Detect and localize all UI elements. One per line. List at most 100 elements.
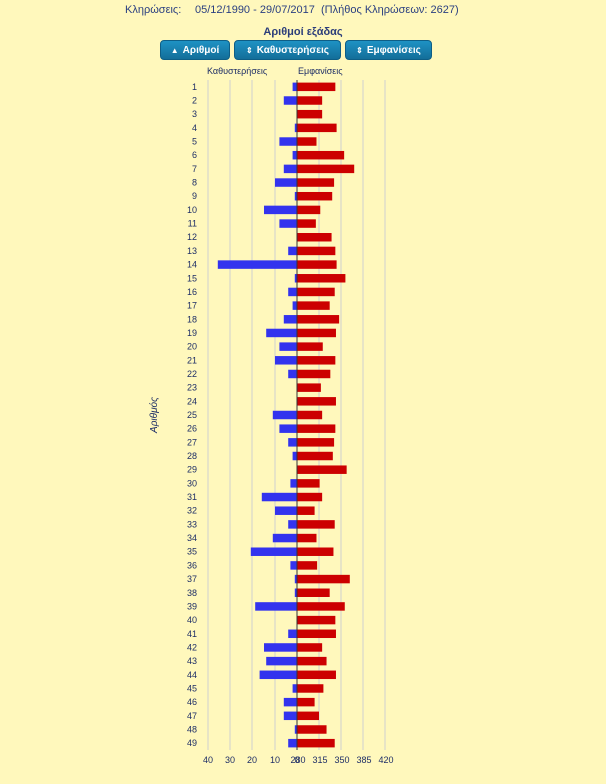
category-label: 44 (187, 670, 197, 680)
category-label: 39 (187, 601, 197, 611)
sort-numbers-label: Αριθμοί (182, 44, 220, 56)
appearance-bar (297, 301, 330, 310)
delay-bar (288, 520, 297, 529)
appearance-bar (297, 410, 323, 420)
category-label: 32 (187, 506, 197, 516)
category-label: 40 (187, 615, 197, 625)
appearance-bar (297, 150, 345, 160)
delay-bar (283, 164, 297, 174)
appearance-bar (297, 574, 350, 584)
appearance-bar (297, 260, 337, 269)
appearance-bar (297, 438, 335, 447)
sort-delays-label: Καθυστερήσεις (256, 44, 329, 56)
delay-bar (217, 260, 297, 269)
delay-bar (288, 738, 297, 748)
appearance-bar (297, 82, 336, 92)
appearance-bar (297, 615, 336, 625)
delay-bar (294, 191, 297, 201)
appearance-bar (297, 506, 315, 515)
appearance-bar (297, 397, 336, 406)
delay-bar (290, 479, 297, 488)
appearance-bar (297, 96, 323, 105)
category-label: 20 (187, 342, 197, 352)
delay-bar (290, 561, 297, 570)
appearance-bar (297, 246, 336, 256)
appearance-bar (297, 533, 317, 543)
appearance-bar (297, 643, 323, 652)
delay-bar (292, 82, 297, 92)
delays-tick-label: 30 (225, 755, 235, 765)
category-label: 23 (187, 383, 197, 393)
appearance-bar (297, 123, 337, 133)
delay-bar (292, 150, 297, 160)
delay-bar (279, 219, 297, 228)
sort-delays-button[interactable]: ⇕ Καθυστερήσεις (234, 40, 341, 60)
delay-bar (272, 410, 297, 420)
delay-bar (294, 123, 297, 133)
sort-up-icon: ▲ (170, 45, 179, 55)
delay-bar (279, 424, 297, 433)
appearance-bar (297, 656, 327, 666)
appearance-bar (297, 479, 320, 488)
appearance-bar (297, 287, 335, 297)
category-label: 17 (187, 301, 197, 311)
sort-appearances-label: Εμφανίσεις (366, 44, 421, 56)
category-label: 12 (187, 232, 197, 242)
appearance-bar (297, 342, 323, 351)
category-label: 6 (192, 150, 197, 160)
appearance-bar (297, 424, 336, 433)
delay-bar (261, 492, 297, 502)
sort-appearances-button[interactable]: ⇕ Εμφανίσεις (345, 40, 432, 60)
category-label: 5 (192, 137, 197, 147)
category-label: 18 (187, 314, 197, 324)
delay-bar (292, 684, 297, 693)
delay-bar (288, 369, 297, 379)
category-label: 15 (187, 273, 197, 283)
appearance-bar (297, 684, 324, 693)
draws-count: (Πλήθος Κληρώσεων: 2627) (321, 4, 459, 16)
appearance-bar (297, 697, 315, 707)
delay-bar (279, 137, 297, 146)
appearance-bar (297, 328, 336, 338)
delay-bar (266, 656, 297, 666)
appearance-bar (297, 219, 316, 228)
category-label: 49 (187, 738, 197, 748)
delay-bar (275, 506, 297, 515)
appearance-bar (297, 465, 347, 474)
category-label: 8 (192, 178, 197, 188)
category-label: 34 (187, 533, 197, 543)
appearance-bar (297, 520, 335, 529)
delay-bar (255, 602, 297, 611)
delays-tick-label: 20 (247, 755, 257, 765)
appearance-bar (297, 588, 330, 597)
category-label: 14 (187, 260, 197, 270)
delay-bar (279, 342, 297, 351)
appearance-bar (297, 383, 321, 392)
delay-bar (288, 438, 297, 447)
category-label: 31 (187, 492, 197, 502)
category-label: 2 (192, 96, 197, 106)
delay-bar (283, 96, 297, 105)
delay-bar (259, 670, 297, 680)
category-label: 3 (192, 109, 197, 119)
category-label: 13 (187, 246, 197, 256)
category-label: 28 (187, 451, 197, 461)
delays-tick-label: 0 (294, 755, 299, 765)
delay-bar (288, 287, 297, 297)
appearance-bar (297, 137, 317, 146)
category-label: 10 (187, 205, 197, 215)
delays-column-label: Καθυστερήσεις (207, 66, 268, 76)
sort-numbers-button[interactable]: ▲ Αριθμοί (160, 40, 230, 60)
category-label: 11 (188, 219, 197, 229)
sort-both-icon: ⇕ (246, 45, 253, 55)
appearance-bar (297, 670, 336, 680)
appearance-bar (297, 725, 327, 734)
appearance-bar (297, 547, 334, 556)
appearances-tick-label: 350 (334, 755, 349, 765)
delay-bar (283, 697, 297, 707)
appearance-bar (297, 233, 332, 242)
appearance-bar (297, 315, 340, 324)
category-label: 30 (187, 478, 197, 488)
appearance-bar (297, 602, 345, 611)
appearance-bar (297, 369, 331, 379)
